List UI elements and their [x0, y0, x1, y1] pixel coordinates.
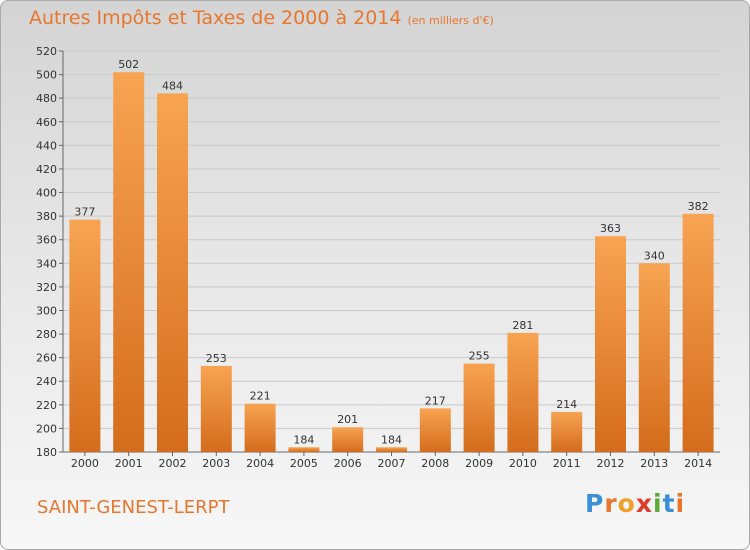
chart-title-text: Autres Impôts et Taxes de 2000 à 2014 — [29, 7, 402, 29]
logo-letter: x — [635, 489, 653, 518]
x-tick-label: 2010 — [509, 457, 537, 470]
y-tick-labels: 180 200 220 240 260 280 300 320 340 360 380 400 420 4… — [36, 45, 57, 459]
bar — [551, 411, 583, 452]
logo-letter: P — [585, 489, 605, 518]
y-tick-label: 440 — [36, 139, 57, 152]
y-tick-label: 400 — [36, 187, 57, 200]
x-tick-label: 2002 — [159, 457, 187, 470]
logo-letter: o — [617, 489, 636, 518]
data-label: 502 — [118, 58, 139, 71]
y-tick-label: 520 — [36, 45, 57, 58]
data-label: 214 — [556, 398, 577, 411]
data-label: 184 — [381, 433, 402, 446]
commune-name: SAINT-GENEST-LERPT — [37, 497, 230, 518]
x-tick-label: 2006 — [334, 457, 362, 470]
x-tick-label: 2008 — [421, 457, 449, 470]
bar — [419, 408, 451, 452]
data-label: 184 — [293, 433, 314, 446]
y-tick-label: 340 — [36, 257, 57, 270]
bar — [244, 403, 276, 452]
y-tick-label: 180 — [36, 446, 57, 459]
chart-subtitle: (en milliers d'€) — [407, 14, 494, 27]
data-label: 382 — [688, 200, 709, 213]
bar — [376, 447, 407, 452]
data-label: 281 — [512, 319, 533, 332]
logo-letter: i — [653, 489, 663, 518]
y-tick-label: 200 — [36, 422, 57, 435]
bars — [69, 72, 714, 453]
bar — [157, 93, 188, 452]
x-tick-label: 2003 — [202, 457, 230, 470]
x-tick-label: 2000 — [71, 457, 99, 470]
data-label: 363 — [600, 222, 621, 235]
x-tick-label: 2009 — [465, 457, 493, 470]
logo-letter: i — [675, 489, 686, 518]
bar — [463, 363, 495, 452]
logo-letter: t — [662, 489, 676, 518]
data-labels: 377 502 484 253 221 184 201 184 217 255 281 214 363 3… — [74, 58, 708, 446]
data-label: 201 — [337, 413, 358, 426]
y-tick-label: 240 — [36, 375, 57, 388]
bar — [288, 447, 320, 452]
logo-letter: r — [604, 489, 618, 518]
y-tick-label: 320 — [36, 281, 57, 294]
data-label: 253 — [206, 352, 227, 365]
y-tick-label: 460 — [36, 116, 57, 129]
chart-title: Autres Impôts et Taxes de 2000 à 2014 (en… — [29, 7, 494, 29]
x-tick-label: 2014 — [684, 457, 712, 470]
data-label: 484 — [162, 79, 183, 92]
x-tick-labels: 2000 2001 2002 2003 2004 2005 2006 2007 2008 2009… — [71, 457, 712, 470]
y-tick-label: 500 — [36, 69, 57, 82]
y-tick-label: 380 — [36, 210, 57, 223]
y-tick-label: 420 — [36, 163, 57, 176]
bar — [69, 219, 101, 452]
y-tick-label: 280 — [36, 328, 57, 341]
bar — [332, 427, 364, 452]
data-label: 217 — [425, 394, 446, 407]
bar — [682, 213, 714, 452]
bar — [200, 365, 232, 452]
data-label: 377 — [74, 206, 95, 219]
y-tick-label: 480 — [36, 92, 57, 105]
x-tick-label: 2005 — [290, 457, 318, 470]
data-label: 340 — [644, 249, 665, 262]
y-tick-label: 300 — [36, 304, 57, 317]
x-tick-label: 2012 — [597, 457, 625, 470]
x-tick-label: 2013 — [640, 457, 668, 470]
x-tick-label: 2007 — [378, 457, 406, 470]
proxiti-logo[interactable]: Proxiti — [585, 489, 685, 518]
x-tick-label: 2004 — [246, 457, 274, 470]
y-tick-label: 220 — [36, 399, 57, 412]
data-label: 221 — [250, 390, 271, 403]
x-tick-label: 2011 — [553, 457, 581, 470]
y-tick-label: 360 — [36, 234, 57, 247]
bar — [638, 263, 670, 452]
x-tick-label: 2001 — [115, 457, 143, 470]
bar — [507, 332, 539, 452]
bar — [113, 72, 145, 453]
data-label: 255 — [469, 350, 490, 363]
y-tick-label: 260 — [36, 352, 57, 365]
bar — [595, 236, 626, 452]
